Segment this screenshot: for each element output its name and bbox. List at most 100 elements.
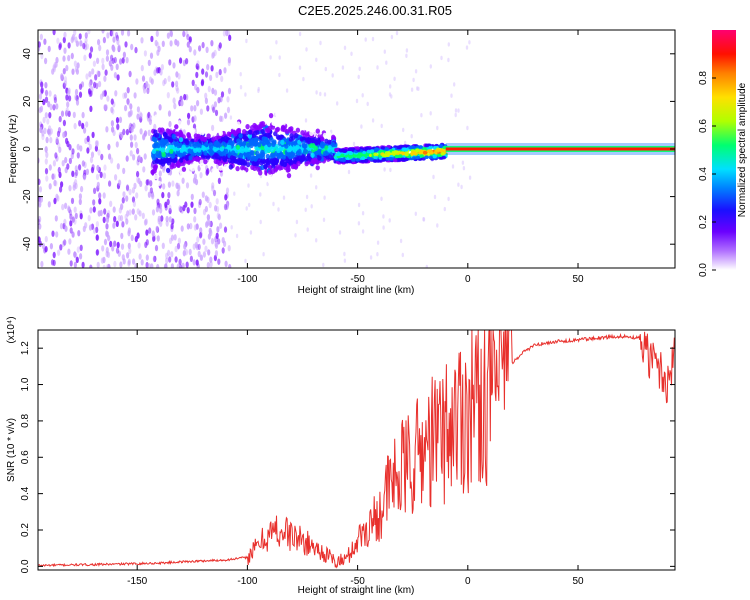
noise-speckle [140,259,144,266]
noise-speckle [170,234,175,241]
band-cell [373,152,378,157]
noise-speckle [336,101,339,106]
noise-speckle [120,243,125,250]
noise-speckle [126,99,130,106]
noise-speckle [89,207,93,214]
noise-speckle [63,218,67,226]
noise-speckle [133,134,137,141]
noise-speckle [62,68,66,75]
x-tick-label: -50 [350,576,365,587]
noise-speckle [190,201,194,208]
band-cell [404,157,409,161]
band-cell [190,127,196,134]
noise-speckle [186,33,190,41]
band-cell [341,158,346,162]
band-cell [271,120,277,126]
noise-speckle [266,181,269,187]
noise-speckle [40,260,44,268]
noise-speckle [127,227,131,234]
band-cell [307,121,313,127]
noise-speckle [158,170,162,177]
snr-y-label: SNR (10 * v/v) [6,418,17,482]
noise-speckle [106,264,110,268]
band-cell [181,166,187,172]
noise-speckle [105,230,109,237]
colorbar-ticks: 0.0 0.2 0.4 0.6 0.8 [698,71,716,277]
noise-speckle [128,188,132,196]
noise-speckle [214,250,218,257]
noise-speckle [176,243,181,250]
noise-speckle [150,78,154,85]
band-cell [188,164,193,170]
noise-speckle [305,47,308,52]
noise-speckle [198,45,202,52]
noise-speckle [173,234,177,241]
band-cell [331,142,336,148]
band-cell [181,144,186,150]
noise-speckle [52,160,57,167]
noise-speckle [58,171,62,179]
noise-speckle [186,223,190,230]
band-cell [260,149,265,155]
noise-speckle [44,146,48,153]
noise-speckle [99,171,103,179]
noise-speckle [366,101,369,107]
noise-speckle [74,252,78,259]
noise-speckle [323,92,327,97]
snr-x-axis: -150 -100 -50 0 50 [127,330,584,587]
y-tick-label: 1.2 [20,341,31,355]
noise-speckle [118,179,122,186]
band-cell [317,155,322,161]
noise-speckle [162,166,166,173]
x-tick-label: 50 [572,274,584,285]
noise-speckle [55,136,59,144]
noise-speckle [220,75,224,83]
noise-speckle [75,169,79,177]
noise-speckle [405,48,409,53]
noise-speckle [110,157,114,164]
noise-speckle [174,245,178,253]
noise-speckle [175,71,179,78]
noise-speckle [338,230,342,235]
noise-speckle [65,110,69,117]
band-cell [230,172,236,178]
noise-speckle [89,156,94,164]
noise-speckle [210,65,214,72]
noise-speckle [249,230,253,235]
noise-speckle [140,64,144,72]
snr-y-scale: (x10⁴) [6,316,17,343]
band-cell [184,154,189,161]
noise-speckle [92,60,96,67]
noise-speckle [44,168,49,175]
band-cell [240,165,245,171]
noise-speckle [153,123,157,131]
noise-speckle [295,219,299,225]
noise-speckle [95,140,100,147]
band-cell [152,159,157,165]
noise-speckle [145,81,149,88]
band-cell [250,125,255,131]
band-cell [266,133,272,139]
y-tick-label: 0 [22,146,33,152]
noise-speckle [85,121,89,128]
noise-speckle [436,125,439,131]
noise-speckle [298,31,302,37]
noise-speckle [119,58,123,65]
noise-speckle [62,119,66,127]
band-cell [215,125,220,131]
noise-speckle [136,106,140,113]
noise-speckle [132,200,136,208]
noise-speckle [422,217,426,222]
noise-speckle [207,233,211,240]
noise-speckle [96,164,100,172]
band-cell [309,130,314,136]
noise-speckle [206,63,210,71]
band-cell [385,153,390,157]
noise-speckle [81,160,85,167]
noise-speckle [209,261,213,268]
band-cell [247,133,252,139]
band-cell [238,142,244,148]
noise-speckle [138,253,142,260]
spectrogram-y-axis: -40 -20 0 20 40 [22,48,675,251]
band-cell [178,152,183,158]
